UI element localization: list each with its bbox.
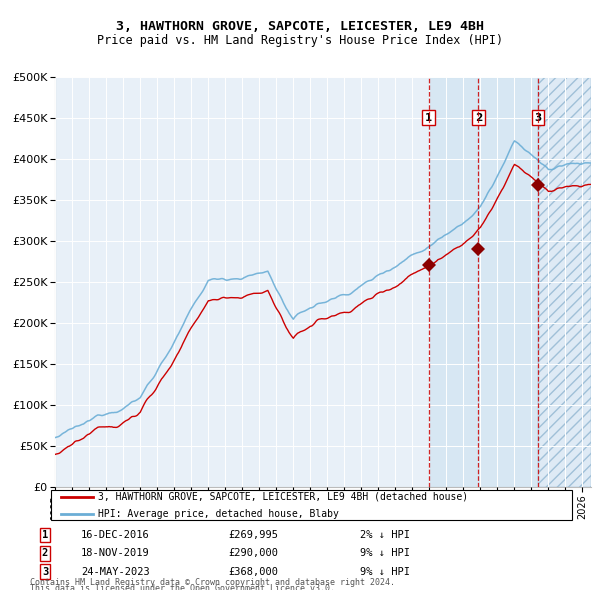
Text: HPI: Average price, detached house, Blaby: HPI: Average price, detached house, Blab… — [98, 509, 339, 519]
Text: 9% ↓ HPI: 9% ↓ HPI — [360, 549, 410, 558]
Bar — [538, 77, 591, 487]
Text: 18-NOV-2019: 18-NOV-2019 — [81, 549, 150, 558]
Text: 3, HAWTHORN GROVE, SAPCOTE, LEICESTER, LE9 4BH (detached house): 3, HAWTHORN GROVE, SAPCOTE, LEICESTER, L… — [98, 492, 468, 502]
Text: 2: 2 — [42, 549, 48, 558]
Text: Price paid vs. HM Land Registry's House Price Index (HPI): Price paid vs. HM Land Registry's House … — [97, 34, 503, 47]
Text: 9% ↓ HPI: 9% ↓ HPI — [360, 567, 410, 576]
Text: 16-DEC-2016: 16-DEC-2016 — [81, 530, 150, 540]
Text: 1: 1 — [425, 113, 433, 123]
Text: This data is licensed under the Open Government Licence v3.0.: This data is licensed under the Open Gov… — [30, 584, 335, 590]
Text: 1: 1 — [42, 530, 48, 540]
Text: 3: 3 — [42, 567, 48, 576]
Bar — [538, 77, 591, 487]
Text: £290,000: £290,000 — [228, 549, 278, 558]
FancyBboxPatch shape — [50, 490, 572, 520]
Text: £368,000: £368,000 — [228, 567, 278, 576]
Text: 3: 3 — [535, 113, 542, 123]
Text: 3, HAWTHORN GROVE, SAPCOTE, LEICESTER, LE9 4BH: 3, HAWTHORN GROVE, SAPCOTE, LEICESTER, L… — [116, 20, 484, 33]
Text: Contains HM Land Registry data © Crown copyright and database right 2024.: Contains HM Land Registry data © Crown c… — [30, 578, 395, 587]
Text: 2: 2 — [475, 113, 482, 123]
Text: 24-MAY-2023: 24-MAY-2023 — [81, 567, 150, 576]
Bar — [429, 77, 538, 487]
Text: 2% ↓ HPI: 2% ↓ HPI — [360, 530, 410, 540]
Text: £269,995: £269,995 — [228, 530, 278, 540]
